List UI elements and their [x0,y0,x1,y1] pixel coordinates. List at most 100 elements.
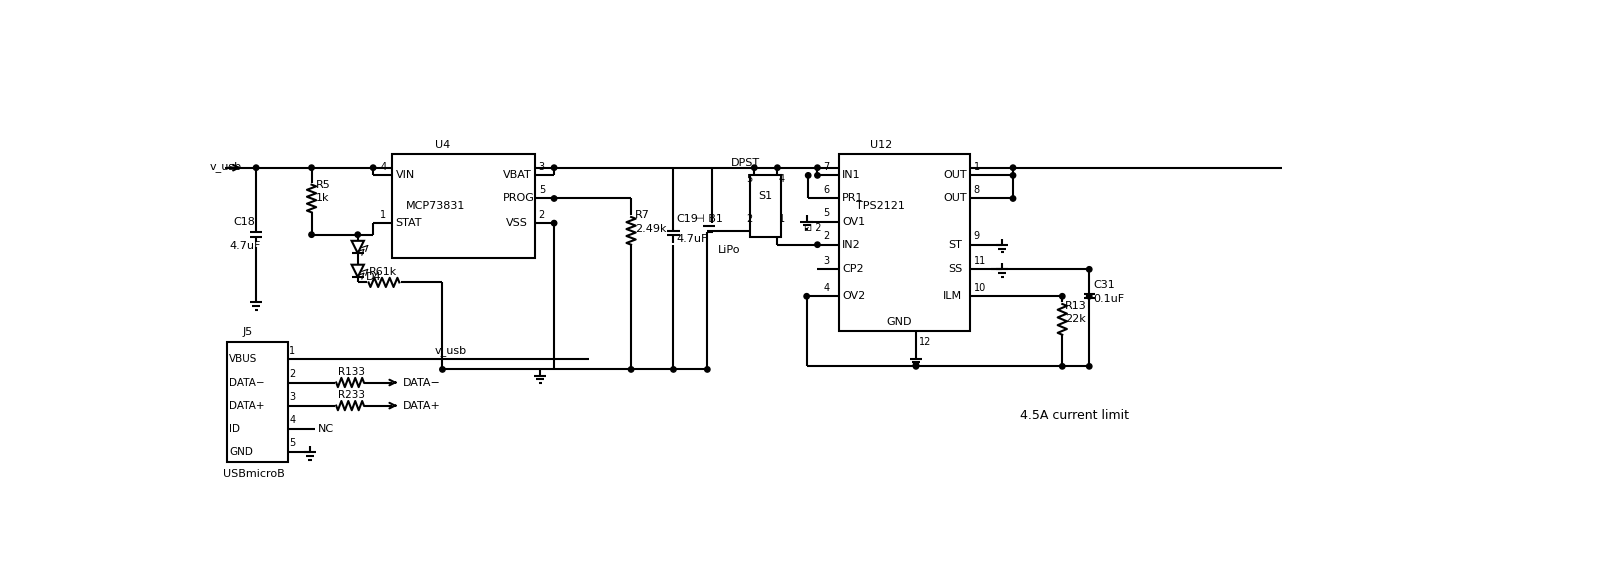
Text: J5: J5 [243,327,252,337]
Circle shape [1059,363,1064,369]
Text: ID: ID [229,424,240,434]
Circle shape [1010,173,1016,178]
Bar [751,175,781,237]
Text: OV1: OV1 [842,217,865,226]
Text: 2: 2 [289,369,296,379]
Circle shape [671,367,676,372]
Circle shape [775,165,780,170]
Text: STAT: STAT [395,218,422,228]
Text: 4.7uF: 4.7uF [229,241,260,251]
Text: PR1: PR1 [842,194,863,203]
Circle shape [355,232,361,237]
Text: 2.49k: 2.49k [634,224,666,234]
Text: TPS2121: TPS2121 [857,201,904,211]
Text: PROG: PROG [502,194,534,203]
Text: 5: 5 [746,174,753,184]
Text: USBmicroB: USBmicroB [224,469,284,479]
Circle shape [1010,165,1016,170]
Text: ST: ST [948,240,962,249]
Text: 4: 4 [289,415,296,425]
Text: 9: 9 [973,231,980,241]
Text: U12: U12 [869,139,892,150]
Circle shape [1087,294,1091,299]
Text: 5: 5 [289,438,296,448]
Text: VSS: VSS [505,218,527,228]
Text: CP2: CP2 [842,264,863,274]
Text: 4.7uF: 4.7uF [676,233,708,244]
Circle shape [805,173,810,178]
Text: 2: 2 [823,231,829,241]
Circle shape [254,165,259,170]
Circle shape [1010,196,1016,201]
Text: IN1: IN1 [842,170,861,180]
Text: 0.1uF: 0.1uF [1093,294,1125,304]
Circle shape [628,367,634,372]
Text: ILM: ILM [943,291,962,301]
Circle shape [1059,294,1064,299]
Text: v_usb: v_usb [209,161,241,172]
Circle shape [914,362,919,367]
Text: 10: 10 [973,283,986,293]
Circle shape [1087,363,1091,369]
Text: 4: 4 [823,283,829,293]
Text: 6: 6 [823,185,829,195]
Text: OUT: OUT [943,194,967,203]
Text: GND: GND [887,317,912,327]
Text: C19: C19 [676,214,698,224]
Text: R7: R7 [634,210,650,221]
Text: DATA−: DATA− [403,377,441,388]
Text: VBAT: VBAT [502,170,531,180]
Text: 7: 7 [823,162,829,172]
Text: U4: U4 [435,139,451,150]
Text: C31: C31 [1093,281,1115,290]
Circle shape [815,173,820,178]
Text: R233: R233 [337,390,364,400]
Text: 3: 3 [539,162,545,172]
Circle shape [705,367,710,372]
Circle shape [371,165,376,170]
Circle shape [439,367,446,372]
Text: 22k: 22k [1066,314,1087,324]
Text: DATA+: DATA+ [229,401,265,411]
Text: 1: 1 [380,210,387,219]
Circle shape [1087,267,1091,272]
Text: 8: 8 [973,185,980,195]
Text: 2: 2 [746,214,753,224]
Circle shape [551,221,556,226]
Text: GND: GND [229,447,252,457]
Text: 4: 4 [778,174,785,184]
Text: ⊡ 2: ⊡ 2 [804,223,821,233]
Text: OV2: OV2 [842,291,866,301]
Text: DATA−: DATA− [229,377,265,388]
Circle shape [308,232,315,237]
Text: VBUS: VBUS [229,354,257,365]
Circle shape [751,165,757,170]
Circle shape [914,363,919,369]
Text: ⊣ B1: ⊣ B1 [695,214,722,223]
Text: VIN: VIN [395,170,415,180]
Text: OUT: OUT [943,170,967,180]
Text: 4: 4 [380,162,387,172]
Circle shape [551,196,556,201]
Text: NC: NC [318,424,334,434]
Circle shape [551,165,556,170]
Text: MCP73831: MCP73831 [406,201,465,211]
Text: C18: C18 [233,217,254,226]
Text: S1: S1 [757,191,772,201]
Text: 5: 5 [539,185,545,195]
Text: IN2: IN2 [842,240,861,249]
Text: 11: 11 [973,256,986,266]
Text: D4: D4 [366,272,380,282]
Bar [839,154,970,331]
Text: LiPo: LiPo [718,245,740,255]
Text: 3: 3 [823,256,829,266]
Text: 1: 1 [289,346,296,356]
Circle shape [308,165,315,170]
Text: v_usb: v_usb [435,344,467,355]
Text: R13: R13 [1066,301,1087,310]
Text: R61k: R61k [369,267,398,276]
Text: DPST: DPST [732,158,761,168]
Text: SS: SS [948,264,962,274]
Text: 1: 1 [973,162,980,172]
Bar [393,154,535,258]
